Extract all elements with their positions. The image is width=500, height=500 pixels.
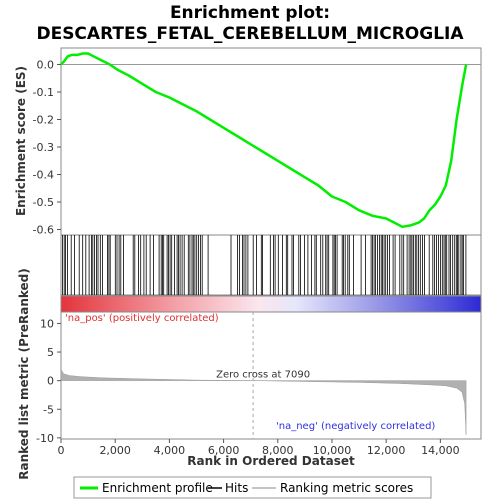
- metric-y-tick-label: 5: [47, 346, 54, 359]
- x-tick-label: 0: [58, 444, 65, 457]
- es-panel: [60, 47, 482, 236]
- chart-title-line1: Enrichment plot:: [170, 3, 330, 23]
- metric-y-axis: 10 5 0 -5 -10: [36, 317, 61, 445]
- positive-correlated-label: 'na_pos' (positively correlated): [65, 313, 219, 324]
- x-tick-label: 12,000: [367, 444, 406, 457]
- ranking-metric-area: [60, 368, 467, 436]
- es-y-axis: 0.0 -0.1 -0.2 -0.3 -0.4 -0.5 -0.6: [33, 59, 61, 237]
- es-y-tick-label: -0.4: [33, 169, 54, 182]
- enrichment-profile-line: [60, 52, 468, 229]
- es-y-tick-label: -0.5: [33, 196, 54, 209]
- es-y-tick-label: -0.2: [33, 114, 54, 127]
- x-tick-label: 14,000: [421, 444, 460, 457]
- metric-y-tick-label: 10: [40, 317, 54, 330]
- x-tick-label: 2,000: [99, 444, 131, 457]
- legend-metric-label: Ranking metric scores: [280, 481, 413, 495]
- es-y-axis-label: Enrichment score (ES): [14, 66, 28, 216]
- legend-es-label: Enrichment profile: [102, 481, 213, 495]
- x-tick-label: 4,000: [154, 444, 186, 457]
- legend: Enrichment profile Hits Ranking metric s…: [73, 476, 432, 499]
- metric-y-tick-label: -5: [43, 403, 54, 416]
- metric-panel: [60, 311, 482, 440]
- es-y-tick-label: -0.6: [33, 224, 54, 237]
- x-tick-label: 10,000: [313, 444, 352, 457]
- x-tick-label: 8,000: [262, 444, 294, 457]
- hits-marks: [62, 235, 467, 295]
- metric-y-axis-label: Ranked list metric (PreRanked): [17, 268, 31, 480]
- negative-correlated-label: 'na_neg' (negatively correlated): [276, 421, 435, 432]
- es-y-tick-label: -0.3: [33, 141, 54, 154]
- x-axis: 0 2,000 4,000 6,000 8,000 10,000 12,000 14,000: [58, 439, 460, 457]
- chart-title-line2: DESCARTES_FETAL_CEREBELLUM_MICROGLIA: [36, 24, 464, 44]
- legend-hits-label: Hits: [225, 481, 248, 495]
- es-y-tick-label: 0.0: [37, 59, 55, 72]
- es-y-tick-label: -0.1: [33, 86, 54, 99]
- metric-y-tick-label: 0: [47, 375, 54, 388]
- rank-color-bar: [60, 295, 482, 313]
- x-tick-label: 6,000: [208, 444, 240, 457]
- x-axis-label: Rank in Ordered Dataset: [187, 454, 355, 468]
- zero-cross-label: Zero cross at 7090: [216, 370, 310, 381]
- metric-y-tick-label: -10: [36, 432, 54, 445]
